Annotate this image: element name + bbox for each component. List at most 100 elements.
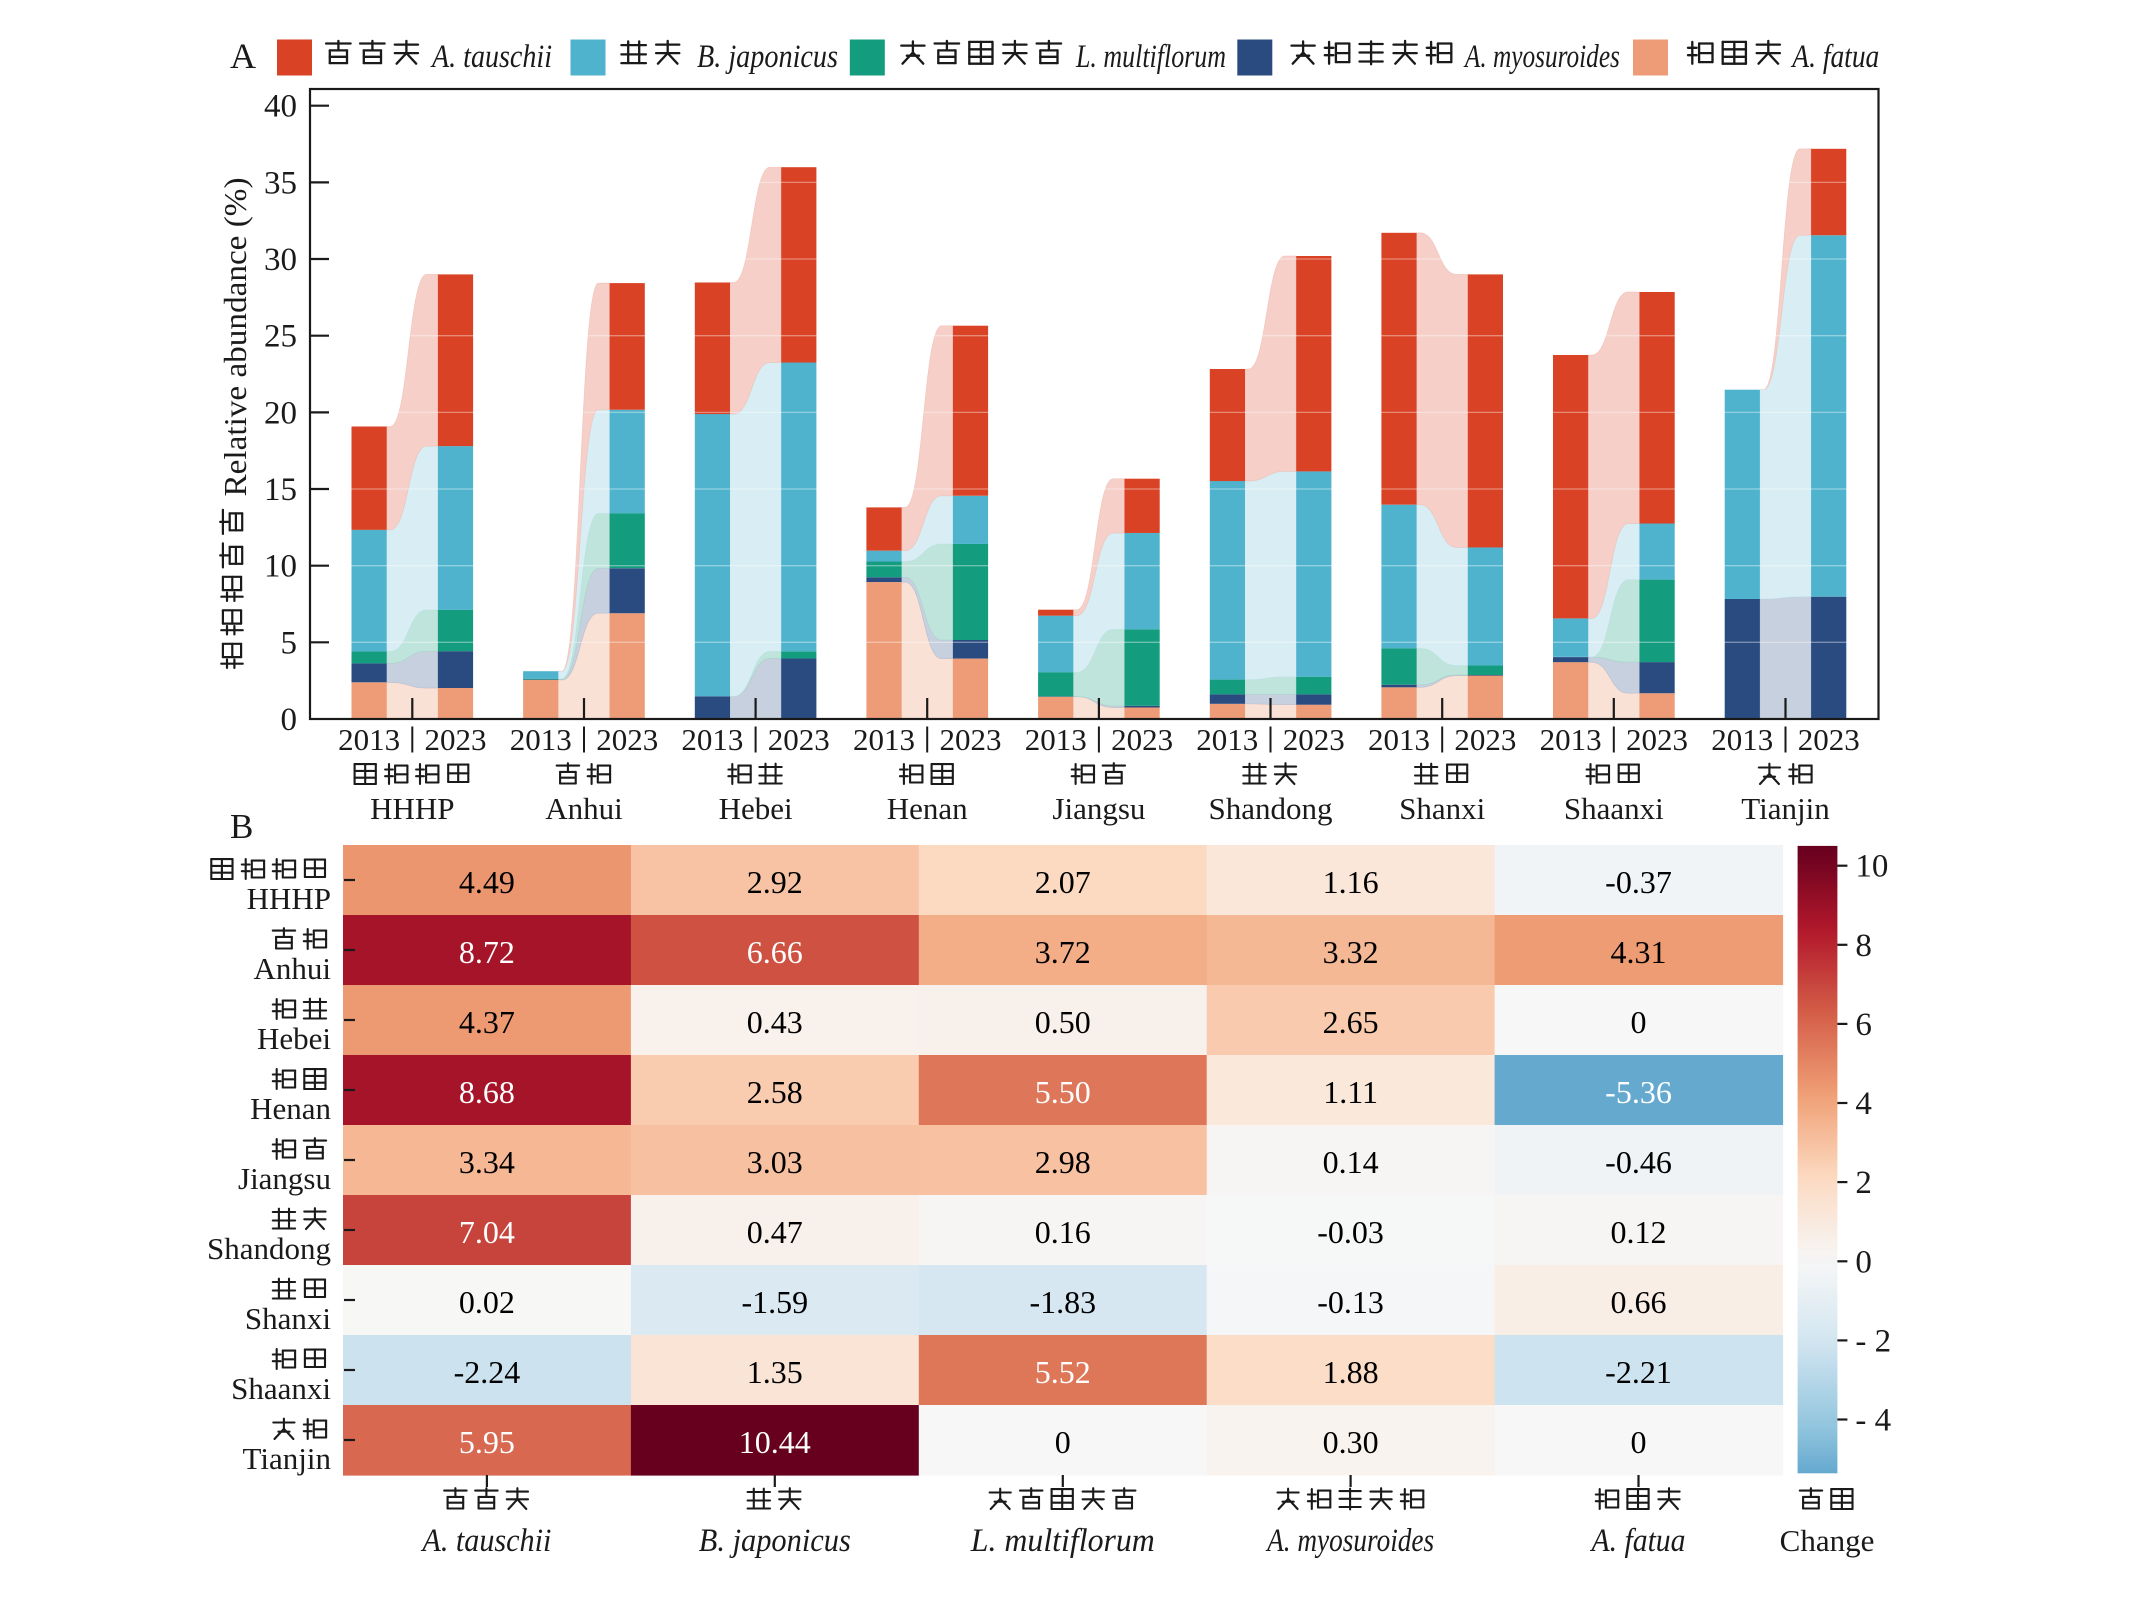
svg-text:Henan: Henan (250, 1091, 331, 1126)
svg-text:Shanxi: Shanxi (1399, 791, 1486, 826)
svg-text:0.16: 0.16 (1035, 1214, 1091, 1250)
svg-text:2023: 2023 (1283, 722, 1345, 757)
svg-text:0.43: 0.43 (747, 1004, 803, 1040)
svg-text:2.58: 2.58 (747, 1074, 803, 1110)
svg-text:2023: 2023 (425, 722, 487, 757)
svg-text:2013: 2013 (1540, 722, 1602, 757)
svg-text:2: 2 (1855, 1165, 1872, 1201)
svg-text:A. myosuroides: A. myosuroides (1265, 1523, 1434, 1559)
svg-text:6.66: 6.66 (747, 934, 803, 970)
svg-text:HHHP: HHHP (370, 791, 454, 826)
svg-text:0: 0 (281, 702, 298, 738)
svg-text:4.49: 4.49 (459, 864, 515, 900)
svg-text:Shanxi: Shanxi (245, 1301, 332, 1336)
svg-text:Hebei: Hebei (719, 791, 793, 826)
svg-text:4.31: 4.31 (1611, 934, 1667, 970)
svg-text:A. fatua: A. fatua (1791, 39, 1880, 75)
svg-text:5.52: 5.52 (1035, 1354, 1091, 1390)
svg-text:Shaanxi: Shaanxi (1564, 791, 1664, 826)
svg-text:Henan: Henan (887, 791, 968, 826)
svg-text:Anhui: Anhui (254, 951, 332, 986)
svg-text:2023: 2023 (1111, 722, 1173, 757)
svg-text:8.72: 8.72 (459, 934, 515, 970)
svg-text:Jiangsu: Jiangsu (1052, 791, 1145, 826)
svg-text:0: 0 (1055, 1424, 1071, 1460)
svg-text:-0.03: -0.03 (1317, 1214, 1384, 1250)
svg-text:2023: 2023 (940, 722, 1002, 757)
svg-text:Change: Change (1780, 1523, 1875, 1558)
svg-text:3.34: 3.34 (459, 1144, 515, 1180)
svg-text:1.16: 1.16 (1323, 864, 1379, 900)
svg-text:-0.46: -0.46 (1605, 1144, 1672, 1180)
svg-text:2013: 2013 (510, 722, 572, 757)
svg-text:1.35: 1.35 (747, 1354, 803, 1390)
svg-text:B. japonicus: B. japonicus (697, 39, 838, 75)
svg-text:2.65: 2.65 (1323, 1004, 1379, 1040)
svg-text:0: 0 (1855, 1244, 1872, 1280)
svg-text:0.30: 0.30 (1323, 1424, 1379, 1460)
svg-text:0.02: 0.02 (459, 1284, 515, 1320)
svg-text:0.14: 0.14 (1323, 1144, 1379, 1180)
svg-text:0.66: 0.66 (1611, 1284, 1667, 1320)
svg-text:10: 10 (264, 549, 297, 585)
svg-text:15: 15 (264, 472, 297, 508)
svg-text:4: 4 (1855, 1086, 1872, 1122)
svg-text:40: 40 (264, 89, 297, 125)
svg-text:HHHP: HHHP (247, 881, 331, 916)
svg-text:L. multiflorum: L. multiflorum (1075, 39, 1226, 75)
svg-text:2023: 2023 (1626, 722, 1688, 757)
svg-text:2.07: 2.07 (1035, 864, 1091, 900)
svg-text:A. tauschii: A. tauschii (421, 1523, 552, 1559)
svg-text:10.44: 10.44 (739, 1424, 811, 1460)
svg-text:2013: 2013 (1368, 722, 1430, 757)
svg-text:-0.13: -0.13 (1317, 1284, 1384, 1320)
svg-text:A: A (230, 36, 256, 76)
svg-text:8.68: 8.68 (459, 1074, 515, 1110)
svg-text:Anhui: Anhui (545, 791, 623, 826)
svg-text:2023: 2023 (1454, 722, 1516, 757)
svg-text:A. fatua: A. fatua (1590, 1523, 1686, 1559)
svg-text:5: 5 (281, 625, 298, 661)
svg-text:30: 30 (264, 242, 297, 278)
svg-text:B: B (230, 807, 253, 846)
svg-text:2.92: 2.92 (747, 864, 803, 900)
svg-text:10: 10 (1855, 849, 1888, 885)
svg-text:35: 35 (264, 165, 297, 201)
svg-text:Shaanxi: Shaanxi (231, 1371, 331, 1406)
svg-text:-0.37: -0.37 (1605, 864, 1672, 900)
svg-text:2023: 2023 (596, 722, 658, 757)
svg-text:Tianjin: Tianjin (1741, 791, 1830, 826)
svg-text:A. myosuroides: A. myosuroides (1463, 39, 1620, 75)
svg-text:A. tauschii: A. tauschii (430, 39, 552, 75)
svg-text:0.12: 0.12 (1611, 1214, 1667, 1250)
svg-text:-5.36: -5.36 (1605, 1074, 1672, 1110)
svg-text:2023: 2023 (1798, 722, 1860, 757)
svg-text:7.04: 7.04 (459, 1214, 515, 1250)
svg-text:8: 8 (1855, 928, 1872, 964)
svg-text:-2.21: -2.21 (1605, 1354, 1672, 1390)
svg-text:25: 25 (264, 319, 297, 355)
svg-text:L. multiflorum: L. multiflorum (970, 1523, 1155, 1559)
svg-text:0.50: 0.50 (1035, 1004, 1091, 1040)
svg-text:Shandong: Shandong (207, 1231, 331, 1266)
svg-text:Tianjin: Tianjin (243, 1441, 332, 1476)
svg-text:3.72: 3.72 (1035, 934, 1091, 970)
svg-text:- 2: - 2 (1855, 1323, 1891, 1359)
svg-text:2023: 2023 (768, 722, 830, 757)
svg-text:5.50: 5.50 (1035, 1074, 1091, 1110)
svg-text:6: 6 (1855, 1007, 1872, 1043)
svg-text:-1.83: -1.83 (1029, 1284, 1096, 1320)
svg-text:0: 0 (1631, 1004, 1647, 1040)
svg-text:5.95: 5.95 (459, 1424, 515, 1460)
svg-text:1.88: 1.88 (1323, 1354, 1379, 1390)
svg-text:Jiangsu: Jiangsu (238, 1161, 331, 1196)
svg-text:3.03: 3.03 (747, 1144, 803, 1180)
svg-text:-1.59: -1.59 (741, 1284, 808, 1320)
svg-text:2013: 2013 (681, 722, 743, 757)
svg-text:20: 20 (264, 395, 297, 431)
svg-text:Relative abundance (%): Relative abundance (%) (217, 178, 253, 497)
svg-text:0.47: 0.47 (747, 1214, 803, 1250)
svg-text:2013: 2013 (1196, 722, 1258, 757)
svg-text:2013: 2013 (1025, 722, 1087, 757)
svg-text:4.37: 4.37 (459, 1004, 515, 1040)
